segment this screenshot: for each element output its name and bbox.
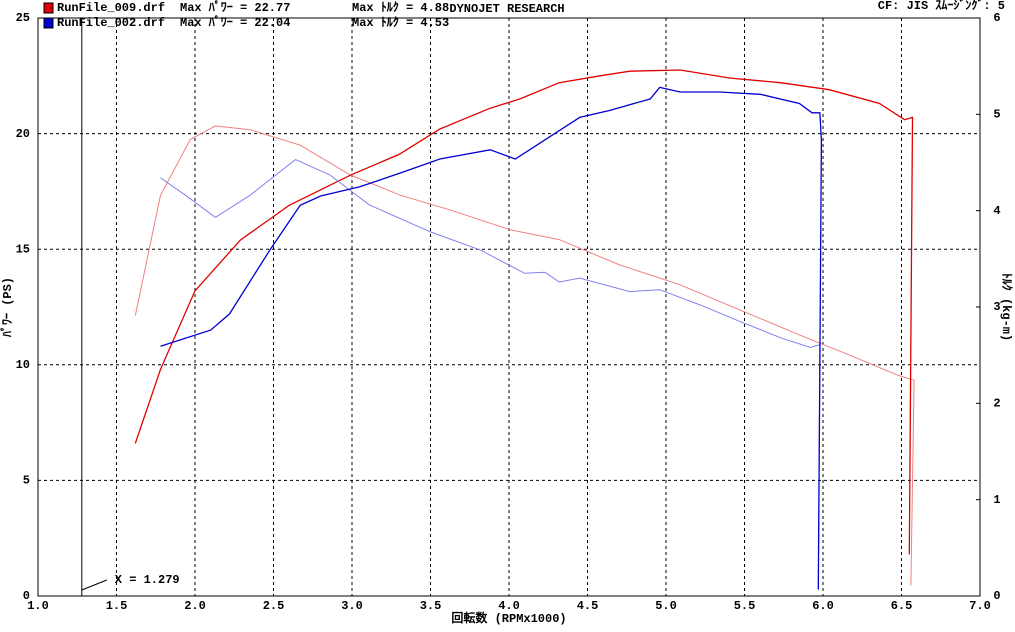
legend-max-power: Max ﾊﾟﾜｰ = 22.77 [180, 0, 290, 15]
x-tick-label: 2.0 [184, 599, 206, 613]
info: CF: JIS ｽﾑｰｼﾞﾝｸﾞ: 5 [878, 0, 1005, 13]
y-tick-label: 20 [16, 127, 30, 141]
legend-swatch [43, 17, 54, 29]
cursor-pointer [81, 579, 107, 591]
cursor-label: X = 1.279 [115, 573, 180, 587]
x-axis-label: 回転数 (RPMx1000) [451, 610, 566, 626]
x-tick-label: 6.5 [891, 599, 913, 613]
chart-title: DYNOJET RESEARCH [449, 2, 564, 16]
y-tick-label: 10 [16, 358, 30, 372]
x-tick-label: 1.5 [106, 599, 128, 613]
y-axis-label: ﾊﾟﾜｰ (PS) [0, 277, 15, 338]
legend-swatch [43, 2, 54, 14]
legend-label: RunFile_002.drf [57, 16, 165, 30]
x-tick-label: 4.0 [498, 599, 520, 613]
y-tick-label: 25 [16, 11, 30, 25]
x-tick-label: 3.5 [420, 599, 442, 613]
legend-max-torque: Max ﾄﾙｸ = 4.53 [352, 15, 449, 30]
y2-tick-label: 4 [993, 204, 1000, 218]
y-tick-label: 15 [16, 242, 30, 256]
y2-tick-label: 0 [993, 589, 1000, 603]
y2-tick-label: 3 [993, 300, 1000, 314]
y2-tick-label: 6 [993, 11, 1000, 25]
x-tick-label: 6.0 [812, 599, 834, 613]
x-tick-label: 5.5 [734, 599, 756, 613]
y2-axis-label: ﾄﾙｸ (kg-m) [999, 273, 1014, 341]
y2-tick-label: 5 [993, 108, 1000, 122]
x-tick-label: 1.0 [27, 599, 49, 613]
x-tick-label: 2.5 [263, 599, 285, 613]
line [134, 69, 914, 555]
line [160, 86, 823, 590]
legend-max-torque: Max ﾄﾙｸ = 4.88 [352, 0, 449, 15]
y2-tick-label: 1 [993, 493, 1000, 507]
y2-tick-label: 2 [993, 397, 1000, 411]
x-tick-label: 4.5 [577, 599, 599, 613]
legend-max-power: Max ﾊﾟﾜｰ = 22.04 [180, 14, 290, 30]
x-tick-label: 3.0 [341, 599, 363, 613]
y-tick-label: 5 [23, 474, 30, 488]
line [134, 125, 915, 586]
y-tick-label: 0 [23, 589, 30, 603]
line [160, 159, 821, 591]
legend-label: RunFile_009.drf [57, 1, 165, 15]
x-tick-label: 7.0 [969, 599, 991, 613]
x-tick-label: 5.0 [655, 599, 677, 613]
